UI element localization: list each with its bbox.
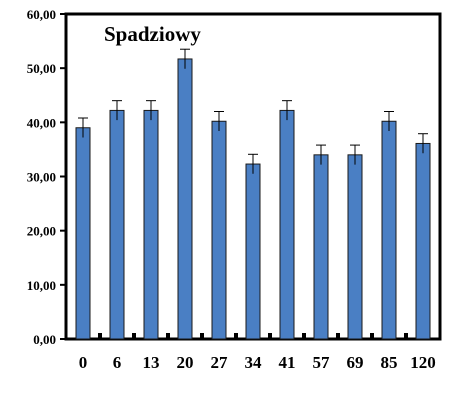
- x-tick-label: 41: [279, 353, 296, 372]
- y-tick-label: 60,00: [27, 7, 56, 22]
- x-tick-label: 34: [245, 353, 263, 372]
- bar: [177, 58, 193, 340]
- x-tick-label: 85: [381, 353, 398, 372]
- bar: [347, 154, 363, 340]
- x-tick-label: 20: [177, 353, 194, 372]
- bar: [143, 109, 159, 340]
- x-tick-label: 120: [410, 353, 436, 372]
- x-tick-label: 69: [347, 353, 364, 372]
- x-tick: [268, 333, 272, 339]
- x-tick: [234, 333, 238, 339]
- bar: [75, 127, 91, 340]
- y-tick-label: 50,00: [27, 61, 56, 76]
- x-tick-label: 0: [79, 353, 88, 372]
- x-tick: [404, 333, 408, 339]
- bar: [415, 142, 431, 340]
- y-tick-label: 10,00: [27, 278, 56, 293]
- x-tick: [200, 333, 204, 339]
- bar: [279, 109, 295, 340]
- bar: [211, 120, 227, 340]
- y-tick-label: 20,00: [27, 224, 56, 239]
- x-tick-label: 27: [211, 353, 229, 372]
- bar: [381, 120, 397, 340]
- x-tick-label: 13: [143, 353, 160, 372]
- x-tick: [302, 333, 306, 339]
- y-tick-label: 40,00: [27, 115, 56, 130]
- x-tick-label: 57: [313, 353, 331, 372]
- x-tick: [166, 333, 170, 339]
- bar: [109, 109, 125, 340]
- y-axis: 0,00 10,00 20,00 30,00 40,00 50,00 60,00: [27, 7, 66, 347]
- bar: [313, 154, 329, 340]
- x-axis: 0 6 13 20 27 34 41 57 69 85 120: [79, 333, 436, 372]
- x-tick: [370, 333, 374, 339]
- x-tick: [132, 333, 136, 339]
- y-tick-label: 0,00: [33, 332, 56, 347]
- x-tick: [98, 333, 102, 339]
- x-tick-label: 6: [113, 353, 122, 372]
- chart-title: Spadziowy: [104, 22, 201, 46]
- bar: [245, 163, 261, 340]
- y-tick-label: 30,00: [27, 170, 56, 185]
- x-tick: [336, 333, 340, 339]
- bars: [75, 48, 431, 340]
